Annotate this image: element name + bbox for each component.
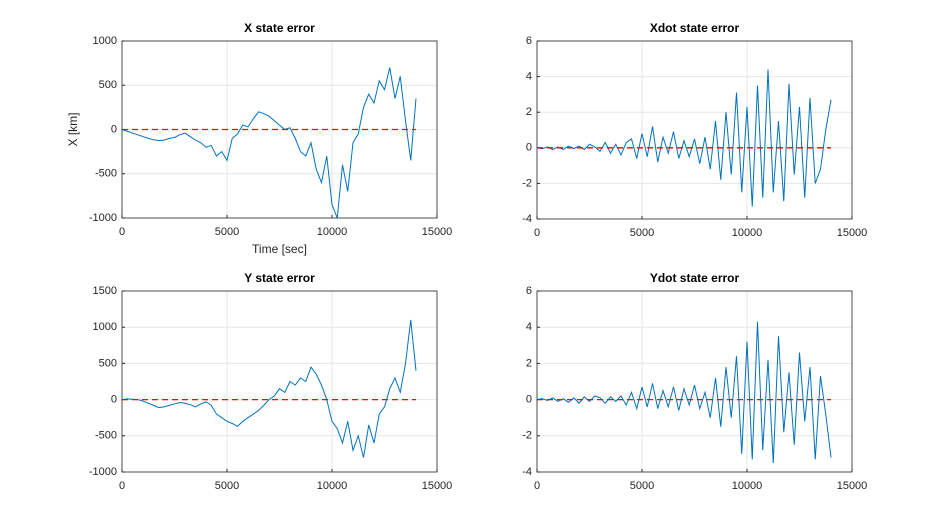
- x-tick-label: 15000: [422, 226, 453, 238]
- x-tick-label: 0: [119, 480, 125, 492]
- y-tick-label: -4: [522, 213, 532, 225]
- data-line: [121, 319, 417, 458]
- y-tick-label: 2: [526, 357, 532, 369]
- subplot: 0 5000 10000 15000 -4 -2 0 2 4 6 Ydot state error: [522, 271, 867, 492]
- data-line: [536, 69, 832, 207]
- axes-box: [536, 290, 853, 473]
- y-tick-label: -1000: [89, 466, 117, 478]
- y-tick-label: -500: [95, 430, 117, 442]
- x-tick-label: 10000: [317, 226, 348, 238]
- y-tick-label: 0: [111, 394, 117, 406]
- subplot: 0 5000 10000 15000 -1000 -500 0 500 1000 1500 Y st…: [89, 271, 452, 492]
- x-tick-label: 5000: [630, 480, 654, 492]
- y-tick-label: -1000: [89, 212, 117, 224]
- plot-area: [122, 291, 437, 472]
- y-tick-label: -2: [522, 430, 532, 442]
- y-tick-label: -2: [522, 177, 532, 189]
- y-tick-label: 4: [526, 321, 532, 333]
- y-axis-label: X [km]: [66, 112, 80, 146]
- x-tick-label: 15000: [837, 480, 868, 492]
- y-tick-label: 500: [99, 79, 117, 91]
- axes-box: [121, 40, 438, 219]
- y-tick-label: 0: [526, 394, 532, 406]
- y-tick-label: 1000: [93, 35, 117, 47]
- chart-title: Ydot state error: [650, 271, 740, 285]
- x-tick-label: 15000: [422, 480, 453, 492]
- x-tick-label: 15000: [837, 227, 868, 239]
- y-tick-label: -500: [95, 168, 117, 180]
- y-tick-label: 0: [526, 142, 532, 154]
- x-tick-label: 10000: [732, 227, 763, 239]
- data-line: [121, 67, 417, 219]
- y-tick-label: 2: [526, 106, 532, 118]
- y-tick-label: 1500: [93, 285, 117, 297]
- x-tick-label: 0: [534, 227, 540, 239]
- x-tick-label: 10000: [317, 480, 348, 492]
- y-tick-label: 0: [111, 123, 117, 135]
- y-tick-label: 6: [526, 35, 532, 47]
- x-tick-label: 5000: [215, 226, 239, 238]
- x-tick-label: 5000: [630, 227, 654, 239]
- chart-title: Xdot state error: [650, 21, 740, 35]
- x-tick-label: 5000: [215, 480, 239, 492]
- x-tick-label: 0: [119, 226, 125, 238]
- y-tick-label: 6: [526, 285, 532, 297]
- y-tick-label: 500: [99, 357, 117, 369]
- y-tick-label: 4: [526, 71, 532, 83]
- plot-area: [537, 291, 852, 472]
- y-tick-label: 1000: [93, 321, 117, 333]
- plot-area: [537, 41, 852, 219]
- axes-box: [536, 40, 853, 220]
- chart-title: Y state error: [244, 271, 315, 285]
- x-axis-label: Time [sec]: [252, 242, 307, 256]
- subplot: 0 5000 10000 15000 -4 -2 0 2 4 6 Xdot state error: [522, 21, 867, 239]
- x-tick-label: 0: [534, 480, 540, 492]
- y-tick-label: -4: [522, 466, 532, 478]
- subplot: 0 5000 10000 15000 -1000 -500 0 500 1000 X state …: [66, 21, 452, 256]
- chart-title: X state error: [244, 21, 315, 35]
- axes-box: [121, 290, 438, 473]
- x-tick-label: 10000: [732, 480, 763, 492]
